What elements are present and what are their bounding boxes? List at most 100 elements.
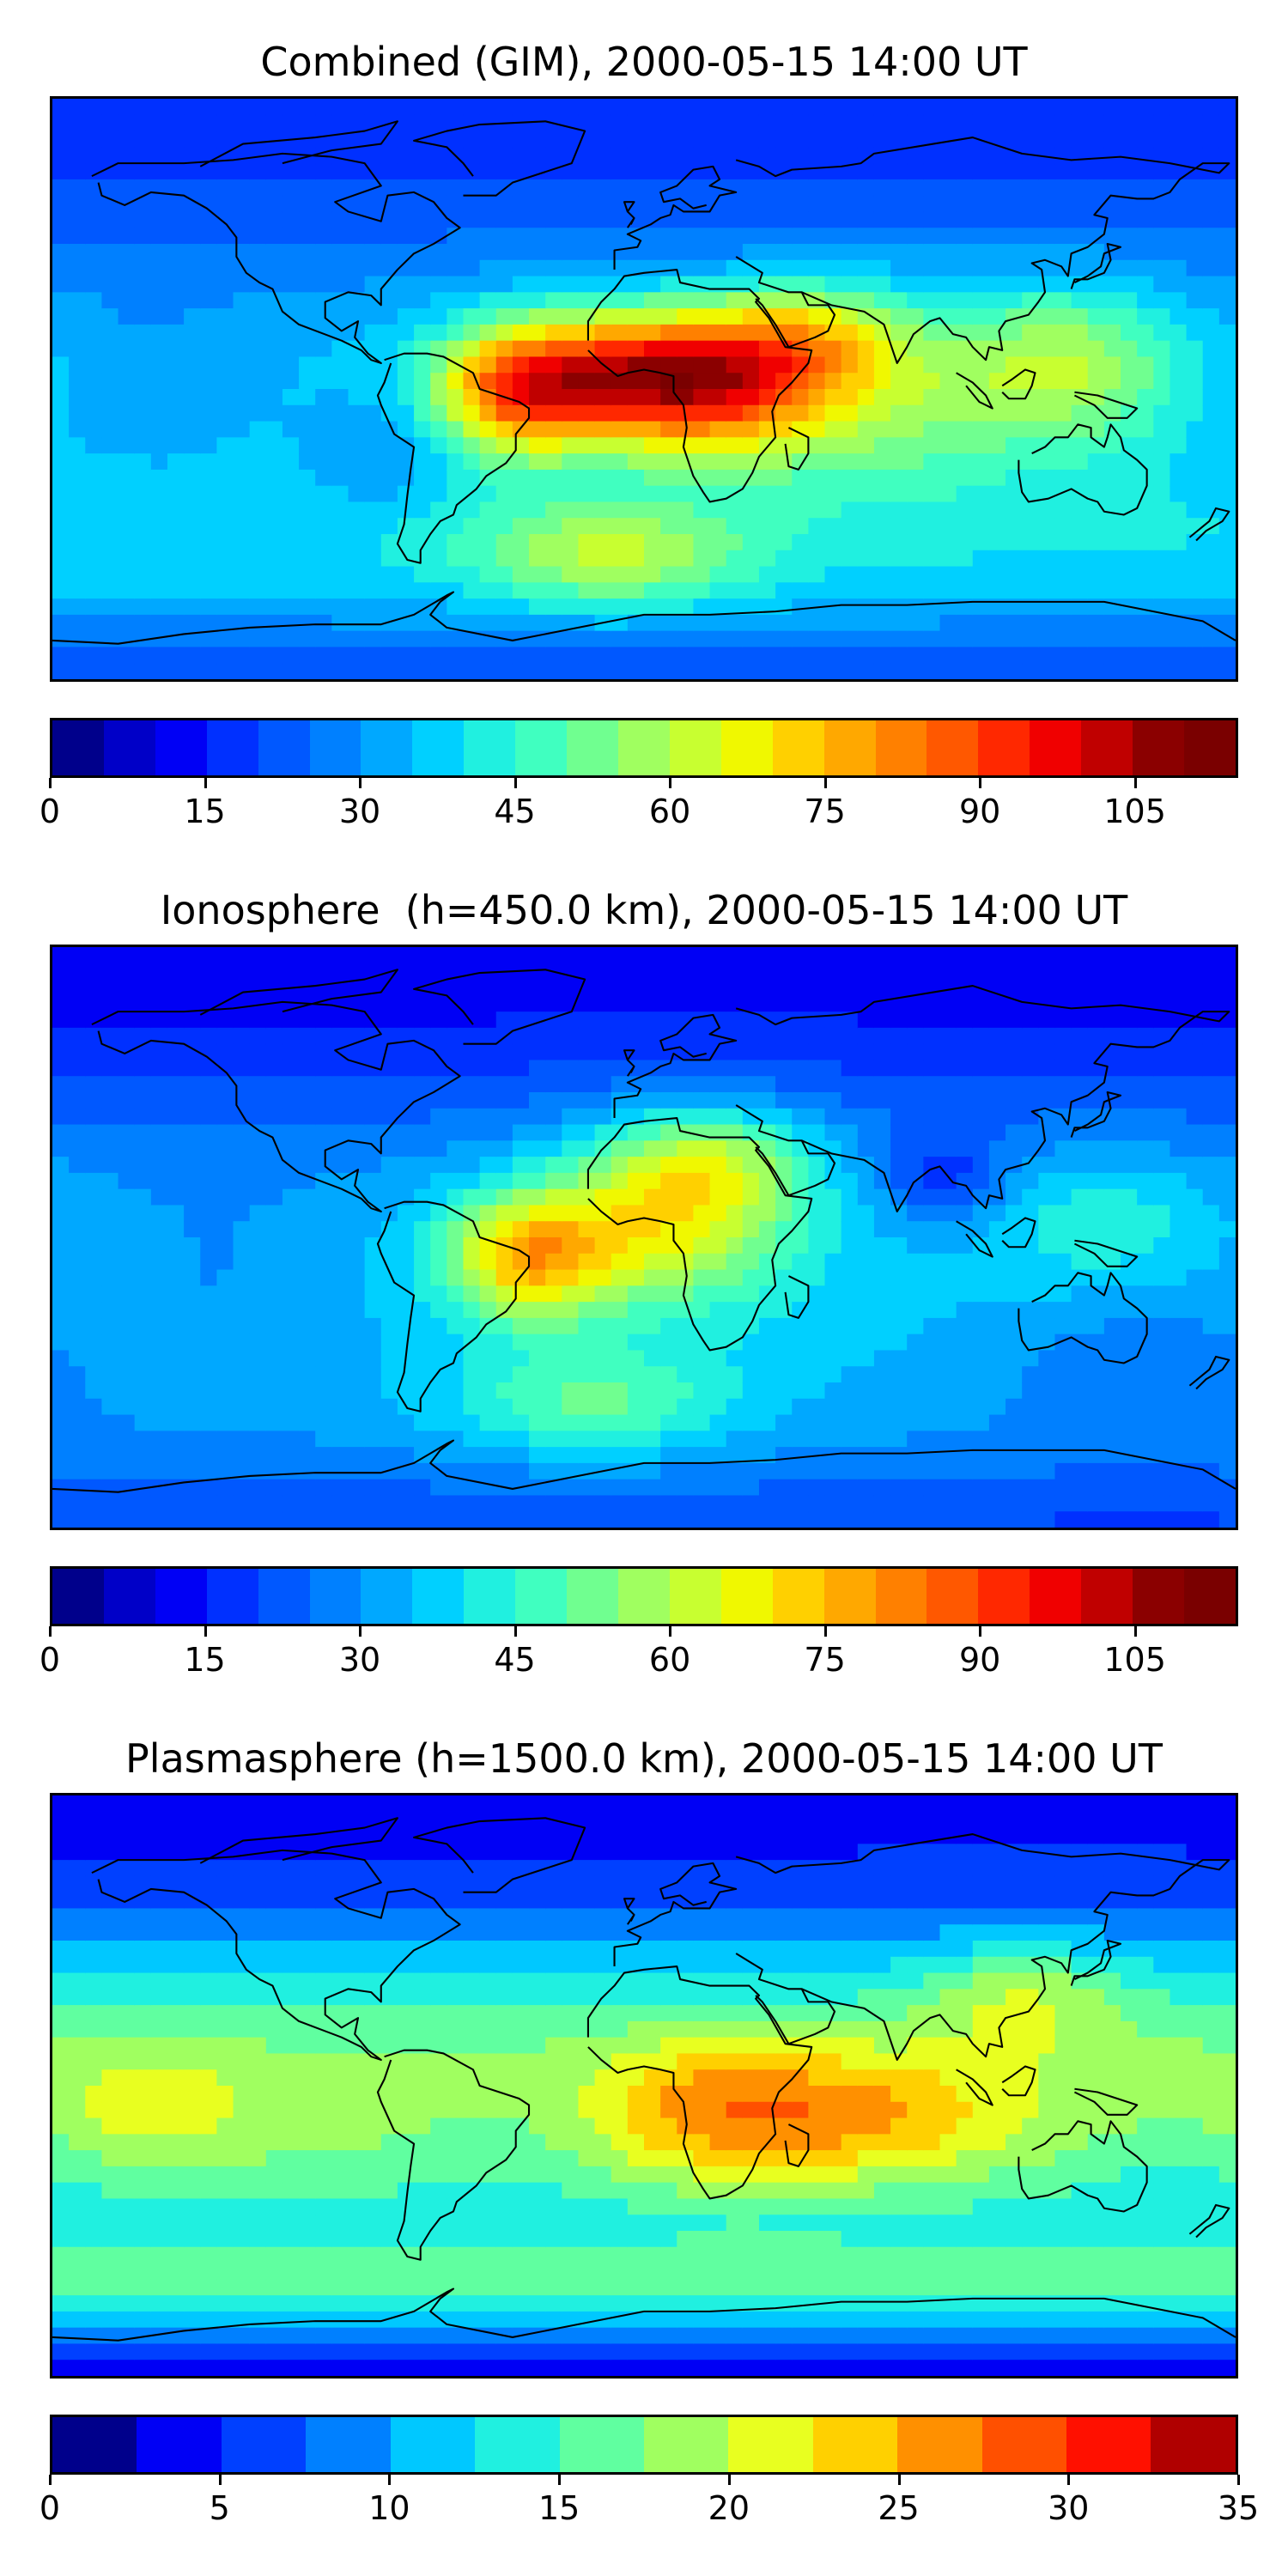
heatmap-cell bbox=[85, 1157, 103, 1174]
coastline bbox=[376, 352, 531, 564]
heatmap-cell bbox=[660, 292, 678, 310]
heatmap-cell bbox=[956, 340, 974, 358]
heatmap-cell bbox=[1071, 501, 1089, 519]
heatmap-cell bbox=[69, 1317, 87, 1335]
heatmap-cell bbox=[808, 1495, 826, 1513]
heatmap-cell bbox=[742, 389, 760, 406]
heatmap-cell bbox=[841, 1092, 859, 1109]
heatmap-cell bbox=[69, 469, 87, 487]
heatmap-cell bbox=[1087, 437, 1105, 455]
heatmap-cell bbox=[184, 1157, 202, 1174]
heatmap-cell bbox=[1218, 389, 1236, 406]
heatmap-cell bbox=[265, 963, 283, 981]
heatmap-cell bbox=[988, 99, 1007, 116]
heatmap-cell bbox=[150, 1317, 168, 1335]
heatmap-cell bbox=[857, 1447, 875, 1464]
heatmap-cell bbox=[709, 389, 727, 406]
heatmap-cell bbox=[52, 1012, 70, 1029]
heatmap-cell bbox=[233, 469, 251, 487]
heatmap-cell bbox=[1038, 647, 1056, 665]
heatmap-cell bbox=[101, 1140, 119, 1158]
heatmap-cell bbox=[348, 979, 366, 997]
heatmap-cell bbox=[414, 147, 432, 165]
heatmap-cell bbox=[972, 356, 990, 374]
heatmap-cell bbox=[627, 1237, 645, 1255]
heatmap-cell bbox=[85, 1398, 103, 1416]
heatmap-cell bbox=[545, 630, 563, 648]
heatmap-cell bbox=[1121, 131, 1139, 149]
heatmap-cell bbox=[463, 1027, 481, 1045]
heatmap-cell bbox=[660, 518, 678, 535]
heatmap-cell bbox=[758, 501, 777, 519]
heatmap-cell bbox=[660, 1157, 678, 1174]
heatmap-cell bbox=[397, 404, 416, 422]
heatmap-cell bbox=[857, 1334, 875, 1352]
heatmap-cell bbox=[988, 114, 1007, 132]
heatmap-cell bbox=[890, 276, 908, 294]
heatmap-cell bbox=[644, 550, 662, 568]
heatmap-cell bbox=[69, 1043, 87, 1061]
heatmap-cell bbox=[907, 469, 925, 487]
heatmap-cell bbox=[495, 1140, 513, 1158]
heatmap-cell bbox=[907, 995, 925, 1013]
heatmap-cell bbox=[578, 163, 596, 180]
heatmap-cell bbox=[265, 195, 283, 213]
heatmap-cell bbox=[660, 1269, 678, 1287]
heatmap-cell bbox=[594, 1366, 612, 1383]
heatmap-cell bbox=[1103, 1157, 1121, 1174]
heatmap-cell bbox=[249, 963, 267, 981]
heatmap-cell bbox=[890, 979, 908, 997]
heatmap-cell bbox=[299, 1479, 317, 1497]
heatmap-cell bbox=[331, 963, 349, 981]
heatmap-cell bbox=[562, 647, 580, 665]
heatmap-cell bbox=[693, 1511, 711, 1528]
heatmap-cell bbox=[529, 469, 547, 487]
heatmap-cell bbox=[857, 995, 875, 1013]
heatmap-cell bbox=[331, 1253, 349, 1271]
heatmap-cell bbox=[562, 356, 580, 374]
heatmap-cell bbox=[857, 1188, 875, 1206]
heatmap-cell bbox=[578, 1027, 596, 1045]
heatmap-cell bbox=[988, 228, 1007, 245]
heatmap-cell bbox=[890, 485, 908, 503]
heatmap-cell bbox=[1137, 356, 1155, 374]
heatmap-cell bbox=[479, 437, 497, 455]
heatmap-cell bbox=[1170, 469, 1188, 487]
heatmap-cell bbox=[150, 404, 168, 422]
heatmap-cell bbox=[907, 1043, 925, 1061]
heatmap-cell bbox=[184, 995, 202, 1013]
heatmap-cell bbox=[69, 1334, 87, 1352]
heatmap-cell bbox=[1038, 276, 1056, 294]
heatmap-cell bbox=[1137, 437, 1155, 455]
heatmap-cell bbox=[364, 147, 382, 165]
heatmap-cell bbox=[923, 195, 941, 213]
heatmap-cell bbox=[430, 1511, 448, 1528]
heatmap-cell bbox=[1054, 1431, 1072, 1449]
heatmap-cell bbox=[364, 211, 382, 229]
heatmap-cell bbox=[380, 404, 398, 422]
heatmap-cell bbox=[873, 1060, 892, 1078]
heatmap-cell bbox=[397, 1012, 416, 1029]
heatmap-cell bbox=[824, 518, 842, 535]
heatmap-cell bbox=[348, 1302, 366, 1319]
heatmap-cell bbox=[299, 99, 317, 116]
heatmap-cell bbox=[380, 518, 398, 535]
heatmap-cell bbox=[118, 598, 136, 616]
heatmap-cell bbox=[1005, 1092, 1024, 1109]
heatmap-cell bbox=[315, 1398, 333, 1416]
heatmap-cell bbox=[972, 1108, 990, 1126]
heatmap-cell bbox=[627, 1382, 645, 1400]
heatmap-cell bbox=[200, 1350, 218, 1368]
heatmap-cell bbox=[397, 259, 416, 277]
heatmap-cell bbox=[1022, 1124, 1040, 1142]
heatmap-cell bbox=[150, 373, 168, 390]
heatmap-cell bbox=[890, 1382, 908, 1400]
heatmap-cell bbox=[677, 308, 695, 325]
heatmap-cell bbox=[841, 518, 859, 535]
heatmap-cell bbox=[660, 340, 678, 358]
heatmap-cell bbox=[315, 1511, 333, 1528]
heatmap-cell bbox=[841, 1237, 859, 1255]
heatmap-cell bbox=[52, 614, 70, 632]
heatmap-cell bbox=[282, 437, 301, 455]
heatmap-cell bbox=[1170, 437, 1188, 455]
